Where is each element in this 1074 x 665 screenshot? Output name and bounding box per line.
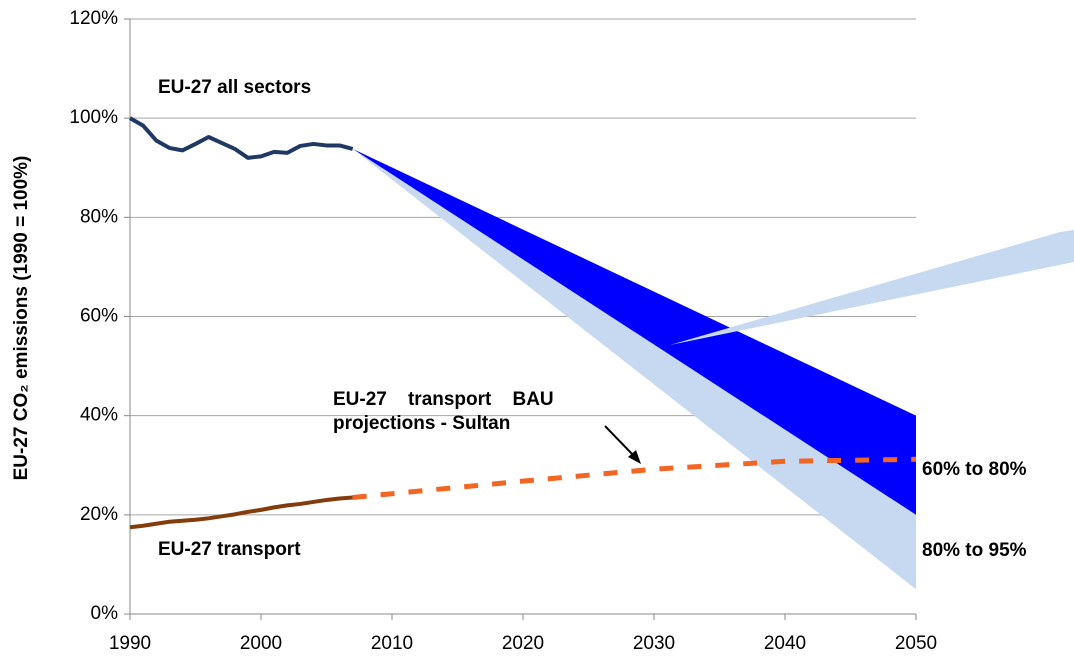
y-tick-label: 100%	[69, 107, 118, 128]
ticks: 0% 20% 40% 60% 80% 100% 120% 1990 2000 2010 2020 20…	[69, 8, 937, 654]
y-tick-label: 120%	[69, 8, 118, 29]
series-line	[352, 456, 917, 500]
x-tick-label: 2030	[633, 633, 675, 654]
x-tick-label: 2050	[895, 633, 937, 654]
x-tick-label: 2000	[240, 633, 282, 654]
series-label: EU-27 transport BAU projections - Sultan	[333, 389, 554, 434]
y-tick-label: 20%	[80, 504, 118, 525]
series-label: EU-27 all sectors	[158, 77, 311, 98]
lines	[129, 116, 917, 530]
y-tick-label: 80%	[80, 206, 118, 227]
y-tick-label: 0%	[91, 603, 119, 624]
series-line	[129, 116, 354, 160]
band-label: 80% to 95%	[922, 540, 1027, 561]
x-tick-label: 2010	[371, 633, 413, 654]
annotation-arrow	[604, 425, 637, 459]
series-line	[129, 495, 353, 530]
y-axis-label: EU-27 CO₂ emissions (1990 = 100%)	[11, 156, 32, 481]
band-label: 60% to 80%	[922, 459, 1027, 480]
y-tick-label: 40%	[80, 405, 118, 426]
x-tick-label: 2040	[764, 633, 806, 654]
series-label: EU-27 transport	[158, 539, 301, 560]
bands	[352, 148, 916, 590]
y-tick-label: 60%	[80, 306, 118, 327]
callout-wedge	[670, 230, 1074, 345]
x-tick-label: 1990	[109, 633, 151, 654]
x-tick-label: 2020	[502, 633, 544, 654]
arrow-head	[628, 450, 641, 464]
band	[352, 148, 916, 590]
